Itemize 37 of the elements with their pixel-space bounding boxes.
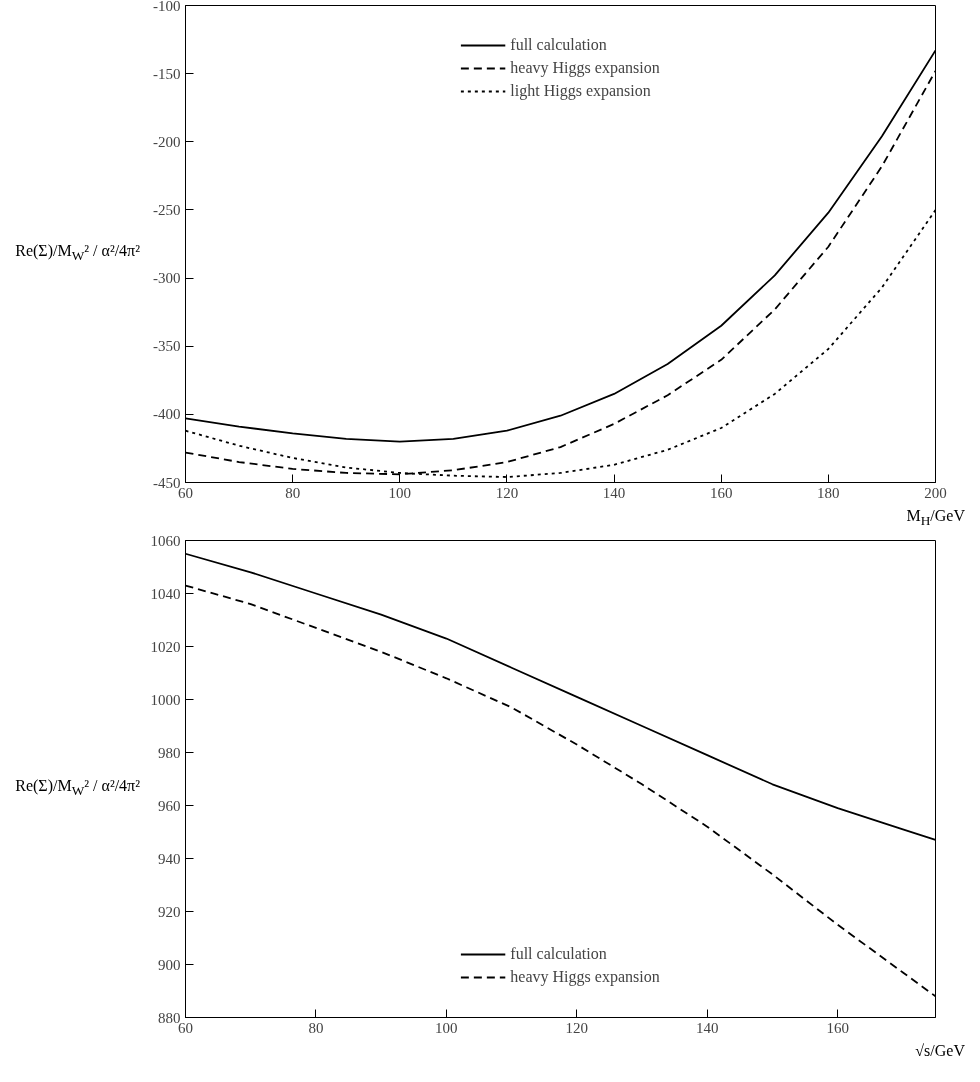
- y-tick-label: 900: [158, 956, 181, 973]
- y-tick-label: -100: [153, 0, 181, 14]
- y-tick-label: 940: [158, 850, 181, 867]
- y-tick-label: 1040: [150, 585, 181, 602]
- x-tick-label: 100: [435, 1019, 458, 1036]
- x-tick-label: 120: [495, 484, 519, 501]
- x-tick-label: 80: [285, 484, 301, 501]
- y-tick-label: -150: [153, 65, 181, 82]
- x-tick-label: 180: [817, 484, 840, 501]
- y-tick-label: 1020: [150, 638, 181, 655]
- legend-label: full calculation: [510, 36, 607, 54]
- x-axis-title: M$_{H}$/GeV: [906, 506, 965, 531]
- legend-label: full calculation: [510, 945, 607, 964]
- y-tick-label: -400: [153, 406, 181, 423]
- legend-label: light Higgs expansion: [510, 82, 651, 100]
- y-tick-label: -350: [153, 338, 181, 355]
- x-tick-label: 140: [602, 484, 626, 501]
- x-tick-label: 120: [565, 1019, 589, 1036]
- y-axis-title: Re(Σ)/M$_{W}$² / α²/4π²: [15, 776, 140, 801]
- x-tick-label: 160: [826, 1019, 849, 1036]
- x-tick-label: 100: [388, 484, 412, 501]
- y-axis-title: Re(Σ)/M$_{W}$² / α²/4π²: [15, 241, 140, 266]
- x-tick-label: 200: [924, 484, 947, 501]
- y-tick-label: -200: [153, 133, 181, 150]
- y-tick-label: 920: [158, 903, 181, 920]
- y-tick-label: 1060: [150, 532, 181, 549]
- y-tick-label: 1000: [150, 691, 181, 708]
- y-tick-label: 980: [158, 744, 181, 761]
- y-tick-label: -250: [153, 201, 181, 218]
- y-tick-label: 960: [158, 797, 181, 814]
- legend-label: heavy Higgs expansion: [510, 968, 660, 987]
- x-tick-label: 160: [709, 484, 733, 501]
- x-tick-label: 80: [308, 1019, 324, 1036]
- y-tick-label: -300: [153, 270, 181, 287]
- x-tick-label: 140: [695, 1019, 719, 1036]
- x-axis-title: √s/GeV: [915, 1041, 965, 1062]
- legend-label: heavy Higgs expansion: [510, 59, 660, 77]
